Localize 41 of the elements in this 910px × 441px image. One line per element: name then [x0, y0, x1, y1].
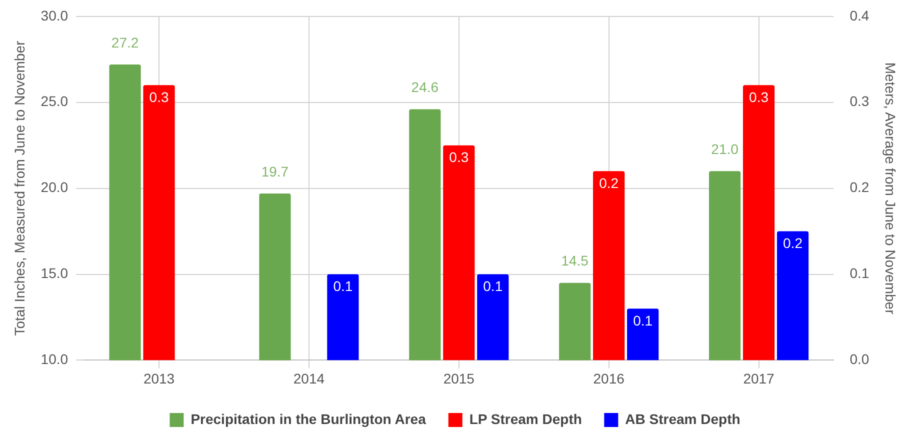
- y2-axis-title: Meters, Average from June to November: [882, 62, 899, 315]
- y-tick-label: 25.0: [40, 93, 68, 110]
- data-label: 14.5: [561, 252, 589, 269]
- x-tick-label: 2015: [443, 370, 475, 386]
- y-tick-label: 20.0: [40, 179, 68, 196]
- data-label: 27.2: [111, 34, 139, 50]
- legend-label: LP Stream Depth: [469, 410, 582, 427]
- data-label: 0.2: [599, 174, 619, 191]
- data-label: 0.3: [149, 89, 169, 106]
- x-tick-label: 2016: [593, 370, 625, 386]
- bar: [143, 85, 175, 360]
- data-label: 0.1: [633, 312, 653, 328]
- bar: [627, 308, 659, 360]
- data-label: 0.2: [783, 235, 803, 252]
- y2-tick-label: 0.0: [850, 351, 870, 368]
- y-tick-label: 10.0: [40, 351, 68, 368]
- y-tick-label: 30.0: [40, 7, 68, 24]
- bar: [593, 171, 625, 360]
- data-label: 0.3: [749, 89, 769, 106]
- y-tick-label: 15.0: [40, 265, 68, 282]
- legend-label: AB Stream Depth: [625, 410, 740, 427]
- data-label: 21.0: [711, 140, 739, 157]
- bar: [742, 85, 775, 360]
- legend-label: Precipitation in the Burlington Area: [190, 410, 426, 427]
- y2-tick-label: 0.3: [850, 93, 870, 110]
- x-tick-label: 2017: [743, 370, 775, 386]
- bar: [443, 145, 475, 360]
- y-axis-title: Total Inches, Measured from June to November: [11, 40, 28, 336]
- data-label: 19.7: [261, 163, 289, 180]
- data-label: 0.3: [449, 149, 469, 166]
- y2-tick-label: 0.4: [850, 7, 870, 24]
- x-tick-label: 2014: [293, 370, 325, 386]
- bar: [327, 274, 359, 360]
- x-tick-label: 2013: [143, 370, 175, 386]
- bar: [776, 231, 809, 360]
- bar: [477, 274, 509, 360]
- data-label: 0.1: [333, 278, 353, 294]
- y2-tick-label: 0.1: [850, 265, 870, 282]
- data-label: 24.6: [411, 79, 439, 96]
- y2-tick-label: 0.2: [850, 179, 870, 196]
- data-label: 0.1: [483, 278, 503, 294]
